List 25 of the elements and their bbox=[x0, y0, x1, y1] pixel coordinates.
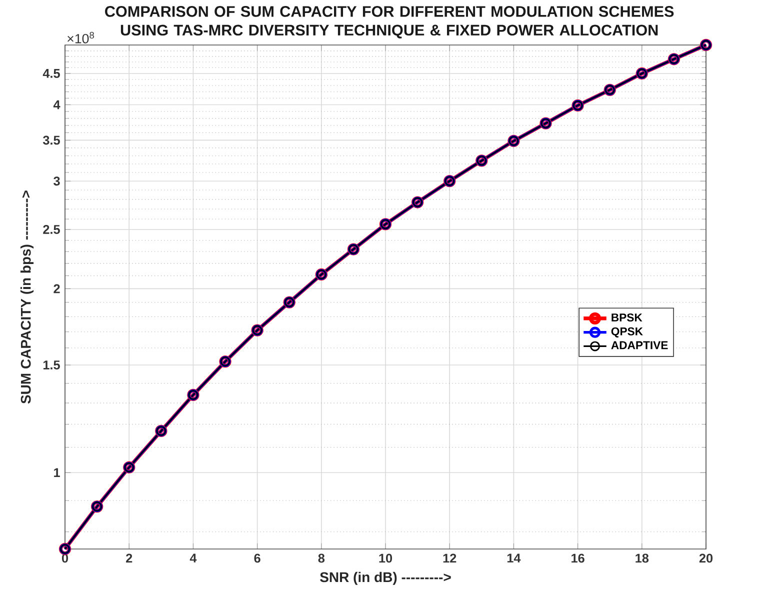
x-tick-label: 6 bbox=[254, 554, 260, 563]
x-tick-label: 4 bbox=[190, 554, 197, 562]
legend-label: BPSK bbox=[612, 313, 642, 322]
y-axis-title: SUM CAPACITY (in bps) ---------> bbox=[20, 190, 34, 404]
x-tick-label: 18 bbox=[636, 554, 649, 563]
y-tick-label: 2.5 bbox=[43, 224, 60, 234]
x-tick-label: 14 bbox=[507, 554, 521, 562]
chart-title: COMPARISON OF SUM CAPACITY FOR DIFFERENT MODULATION SCHEMES USING TAS-MRC DIVERSITY TECHNIQUE & FIXED POWER ALLOCATION bbox=[105, 6, 674, 38]
y-tick-label: 4 bbox=[53, 100, 60, 110]
y-tick-label: 2 bbox=[54, 284, 60, 294]
x-axis-title: SNR (in dB) ---------> bbox=[320, 572, 451, 585]
legend-label: QPSK bbox=[611, 327, 643, 338]
y-tick-label: 4.5 bbox=[42, 69, 60, 78]
legend-label: ADAPTIVE bbox=[611, 341, 668, 350]
y-tick-label: 1 bbox=[54, 468, 60, 477]
x-tick-label: 16 bbox=[572, 554, 584, 563]
x-tick-label: 2 bbox=[126, 554, 132, 563]
text: ×10$^{8}$ bbox=[68, 32, 94, 44]
x-tick-label: 12 bbox=[443, 554, 456, 563]
x-tick-label: 20 bbox=[699, 554, 713, 563]
y-tick-label: 1.5 bbox=[43, 360, 60, 370]
y-tick-label: 3.5 bbox=[42, 136, 60, 145]
x-tick-label: 10 bbox=[379, 554, 392, 563]
y-tick-label: 3 bbox=[54, 176, 60, 186]
x-tick-label: 8 bbox=[318, 554, 325, 563]
